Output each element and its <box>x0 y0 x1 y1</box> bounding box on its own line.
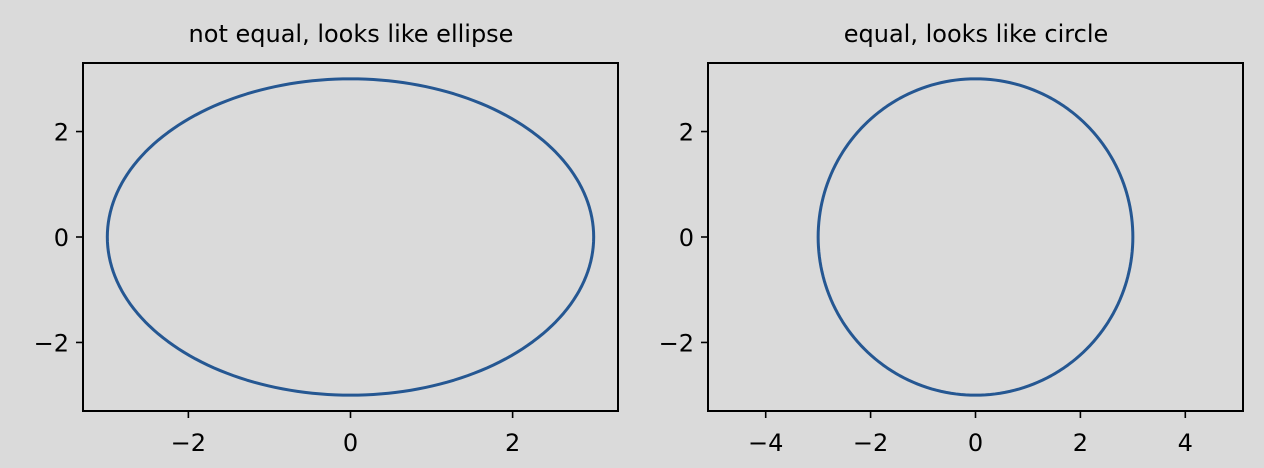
left-x-tick-label: 0 <box>343 429 358 457</box>
right-x-tick-label: −4 <box>748 429 783 457</box>
left-circle-line-0 <box>105 77 596 397</box>
left-y-tick-label: 0 <box>54 224 69 252</box>
right-y-tick-label: 2 <box>679 119 694 147</box>
right-y-tick-label: −2 <box>659 329 694 357</box>
left-y-tick-label: −2 <box>34 329 69 357</box>
right-x-tick-label: −2 <box>853 429 888 457</box>
right-x-tick-label: 2 <box>1073 429 1088 457</box>
left-chart-title: not equal, looks like ellipse <box>188 20 514 48</box>
right-chart-panel: −4 −2 0 2 4 −2 0 2 <box>659 62 1244 457</box>
left-chart-panel: −2 0 2 −2 0 2 <box>34 62 619 457</box>
right-axes-frame <box>707 62 1244 412</box>
right-chart-title: equal, looks like circle <box>843 20 1109 48</box>
right-y-tick-label: 0 <box>679 224 694 252</box>
left-axes-frame <box>82 62 619 412</box>
right-circle-line-0 <box>816 77 1135 397</box>
left-y-tick-label: 2 <box>54 119 69 147</box>
left-x-tick-label: 2 <box>505 429 520 457</box>
right-x-tick-label: 0 <box>968 429 983 457</box>
right-x-tick-label: 4 <box>1178 429 1193 457</box>
left-x-tick-label: −2 <box>171 429 206 457</box>
